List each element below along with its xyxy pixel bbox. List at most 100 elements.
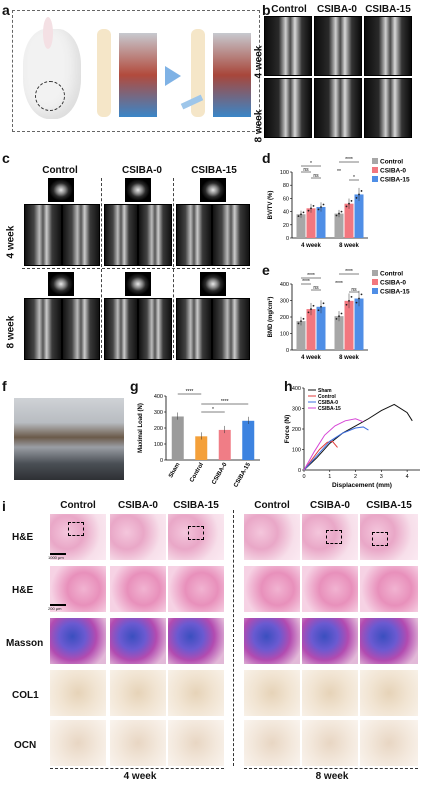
y-tick-label: 80 [283,183,289,189]
i-header-csiba0-4wk: CSIBA-0 [117,500,158,511]
ct-8wk-csiba15-b [212,298,250,360]
i-header-csiba15-4wk: CSIBA-15 [173,500,219,511]
sig-label: **** [221,399,229,405]
bar [316,306,326,350]
bar [296,321,306,350]
bar [344,203,354,238]
y-axis-label: Force (N) [284,415,291,444]
rabbit-ear [43,17,53,49]
masson-csiba0-8wk [302,618,358,664]
x-tick-label: Sham [168,462,181,479]
sig-label: ns [313,173,319,179]
c-header-control: Control [42,165,78,176]
y-tick-label: 100 [280,170,289,176]
x-tick-label: 1 [328,474,331,480]
y-tick-label: 100 [280,332,289,338]
panel-label-g: g [130,378,139,394]
y-tick-label: 400 [292,386,301,392]
he-low-csiba15-8wk [360,514,418,560]
masson-csiba0-4wk [110,618,166,664]
he-low-csiba0-8wk [302,514,358,560]
i-header-control-8wk: Control [254,500,290,511]
data-point [350,295,353,298]
panel-label-d: d [262,150,271,166]
data-point [322,203,325,206]
ct-slice-4wk-control [48,178,74,202]
i-header-csiba0-8wk: CSIBA-0 [309,500,350,511]
y-tick-label: 400 [280,282,289,288]
ct-slice-8wk-csiba0 [125,272,151,296]
y-tick-label: 40 [283,210,289,216]
sig-label: **** [307,273,315,279]
sig-label: ns [351,287,357,293]
ct-slice-8wk-control [48,272,74,296]
data-point [335,317,338,320]
col1-csiba15-4wk [168,670,224,716]
data-point [310,207,312,210]
ocn-csiba0-8wk [302,720,358,766]
scale-bar-200 [50,604,66,606]
bar [242,420,255,460]
col1-csiba15-8wk [360,670,418,716]
i-row-ocn: OCN [14,740,37,751]
data-point [302,317,305,320]
x-tick-label: 8 week [339,355,359,361]
roi-box-control-4wk [68,522,84,536]
sig-label: **** [186,389,194,395]
i-4wk-bracket [50,768,224,769]
ocn-csiba0-4wk [110,720,166,766]
y-tick-label: 200 [154,426,163,432]
data-point [340,312,343,315]
y-tick-label: 300 [280,299,289,305]
legend-label: Sham [318,388,332,394]
data-point [358,297,360,300]
masson-control-4wk [50,618,106,664]
xray-4wk-control [264,16,312,76]
chart-e-bmd: 0 100 200 300 400 BMD (mg/cm³) 4 week 8 week ***… [267,269,410,361]
ct-4wk-control-a [24,204,62,266]
x-tick-label: 4 [406,474,409,480]
bar [334,316,344,350]
xray-8wk-control [264,78,312,138]
he-low-csiba0-4wk [110,514,166,560]
x-axis-label: Displacement (mm) [332,482,392,489]
roi-box-csiba15-8wk [372,532,388,546]
y-tick-label: 400 [154,394,163,400]
sig-label: **** [335,281,343,287]
y-tick-label: 60 [283,196,289,202]
he-low-control-4wk [50,514,106,560]
sig-label: **** [302,279,310,285]
i-8wk-bracket [244,768,418,769]
he-low-control-8wk [244,514,300,560]
x-tick-label: Control [189,462,205,484]
y-tick-label: 100 [292,448,301,454]
data-point [322,302,325,305]
bone-illustration [97,29,111,117]
xray-4wk-csiba15 [364,16,412,76]
data-point [360,293,363,296]
col1-csiba0-8wk [302,670,358,716]
ct-8wk-control-b [62,298,100,360]
sig-label: * [212,407,214,413]
data-point [320,206,322,208]
legend-label: CSIBA-0 [318,400,338,406]
data-point [307,209,310,212]
xray-8wk-csiba0 [314,78,362,138]
he-low-csiba15-4wk [168,514,224,560]
i-row-he-high: H&E [12,585,34,596]
data-point [338,212,340,215]
ct-8wk-csiba15-a [176,298,212,360]
panel-label-c: c [2,150,10,166]
col1-control-8wk [244,670,300,716]
series-line [303,426,369,471]
x-tick-label: 2 [354,474,357,480]
panel-label-h: h [284,378,293,394]
i-row-masson: Masson [6,638,44,649]
bar [218,429,231,460]
bar [171,416,184,460]
legend-label: CSIBA-15 [380,177,410,184]
b-header-control: Control [271,4,307,15]
y-axis-label: Maximal Load (N) [138,403,144,453]
data-point [302,211,305,214]
legend-label: Control [380,159,403,166]
